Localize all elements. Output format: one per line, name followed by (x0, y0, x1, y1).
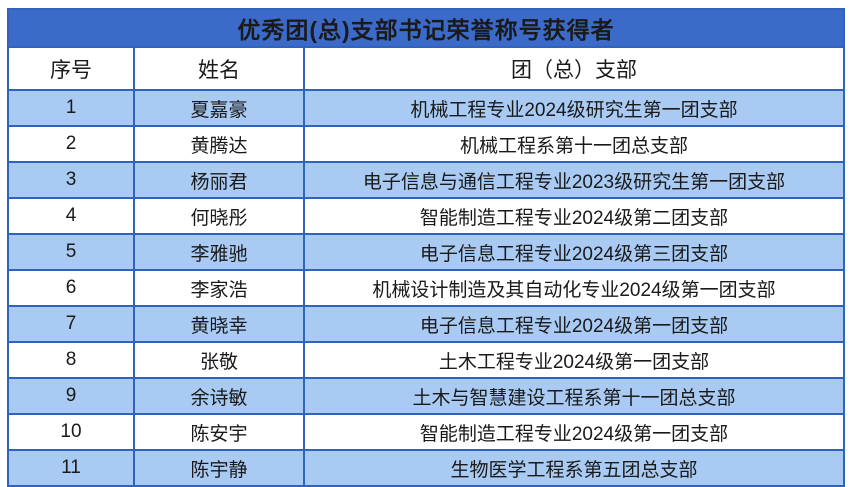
table-row: 5 李雅驰 电子信息工程专业2024级第三团支部 (7, 233, 845, 271)
cell-name: 夏嘉豪 (133, 89, 305, 127)
cell-index: 2 (7, 125, 135, 163)
column-header-name: 姓名 (133, 46, 305, 91)
award-table-container: 优秀团(总)支部书记荣誉称号获得者 序号 姓名 团（总）支部 1 夏嘉豪 机械工… (7, 8, 845, 487)
table-row: 2 黄腾达 机械工程系第十一团总支部 (7, 125, 845, 163)
cell-index: 4 (7, 197, 135, 235)
cell-index: 1 (7, 89, 135, 127)
table-row: 4 何晓彤 智能制造工程专业2024级第二团支部 (7, 197, 845, 235)
cell-name: 杨丽君 (133, 161, 305, 199)
table-row: 10 陈安宇 智能制造工程专业2024级第一团支部 (7, 413, 845, 451)
cell-branch: 机械工程专业2024级研究生第一团支部 (303, 89, 845, 127)
award-table: 优秀团(总)支部书记荣誉称号获得者 序号 姓名 团（总）支部 1 夏嘉豪 机械工… (7, 8, 845, 487)
cell-name: 何晓彤 (133, 197, 305, 235)
cell-branch: 电子信息与通信工程专业2023级研究生第一团支部 (303, 161, 845, 199)
cell-branch: 电子信息工程专业2024级第一团支部 (303, 305, 845, 343)
table-row: 8 张敬 土木工程专业2024级第一团支部 (7, 341, 845, 379)
cell-index: 11 (7, 449, 135, 487)
cell-branch: 土木与智慧建设工程系第十一团总支部 (303, 377, 845, 415)
table-row: 1 夏嘉豪 机械工程专业2024级研究生第一团支部 (7, 89, 845, 127)
cell-index: 6 (7, 269, 135, 307)
cell-name: 张敬 (133, 341, 305, 379)
cell-branch: 机械工程系第十一团总支部 (303, 125, 845, 163)
cell-name: 李家浩 (133, 269, 305, 307)
table-row: 11 陈宇静 生物医学工程系第五团总支部 (7, 449, 845, 487)
cell-index: 3 (7, 161, 135, 199)
table-title: 优秀团(总)支部书记荣誉称号获得者 (7, 8, 845, 48)
cell-index: 7 (7, 305, 135, 343)
cell-index: 5 (7, 233, 135, 271)
table-row: 3 杨丽君 电子信息与通信工程专业2023级研究生第一团支部 (7, 161, 845, 199)
cell-branch: 土木工程专业2024级第一团支部 (303, 341, 845, 379)
cell-index: 10 (7, 413, 135, 451)
header-row: 序号 姓名 团（总）支部 (7, 46, 845, 91)
cell-name: 陈宇静 (133, 449, 305, 487)
cell-name: 黄晓幸 (133, 305, 305, 343)
column-header-branch: 团（总）支部 (303, 46, 845, 91)
cell-name: 陈安宇 (133, 413, 305, 451)
cell-index: 9 (7, 377, 135, 415)
cell-name: 黄腾达 (133, 125, 305, 163)
cell-branch: 生物医学工程系第五团总支部 (303, 449, 845, 487)
table-row: 7 黄晓幸 电子信息工程专业2024级第一团支部 (7, 305, 845, 343)
column-header-index: 序号 (7, 46, 135, 91)
table-row: 6 李家浩 机械设计制造及其自动化专业2024级第一团支部 (7, 269, 845, 307)
cell-index: 8 (7, 341, 135, 379)
cell-branch: 电子信息工程专业2024级第三团支部 (303, 233, 845, 271)
table-row: 9 余诗敏 土木与智慧建设工程系第十一团总支部 (7, 377, 845, 415)
cell-name: 余诗敏 (133, 377, 305, 415)
cell-branch: 智能制造工程专业2024级第一团支部 (303, 413, 845, 451)
title-row: 优秀团(总)支部书记荣誉称号获得者 (7, 8, 845, 48)
cell-branch: 机械设计制造及其自动化专业2024级第一团支部 (303, 269, 845, 307)
cell-name: 李雅驰 (133, 233, 305, 271)
cell-branch: 智能制造工程专业2024级第二团支部 (303, 197, 845, 235)
